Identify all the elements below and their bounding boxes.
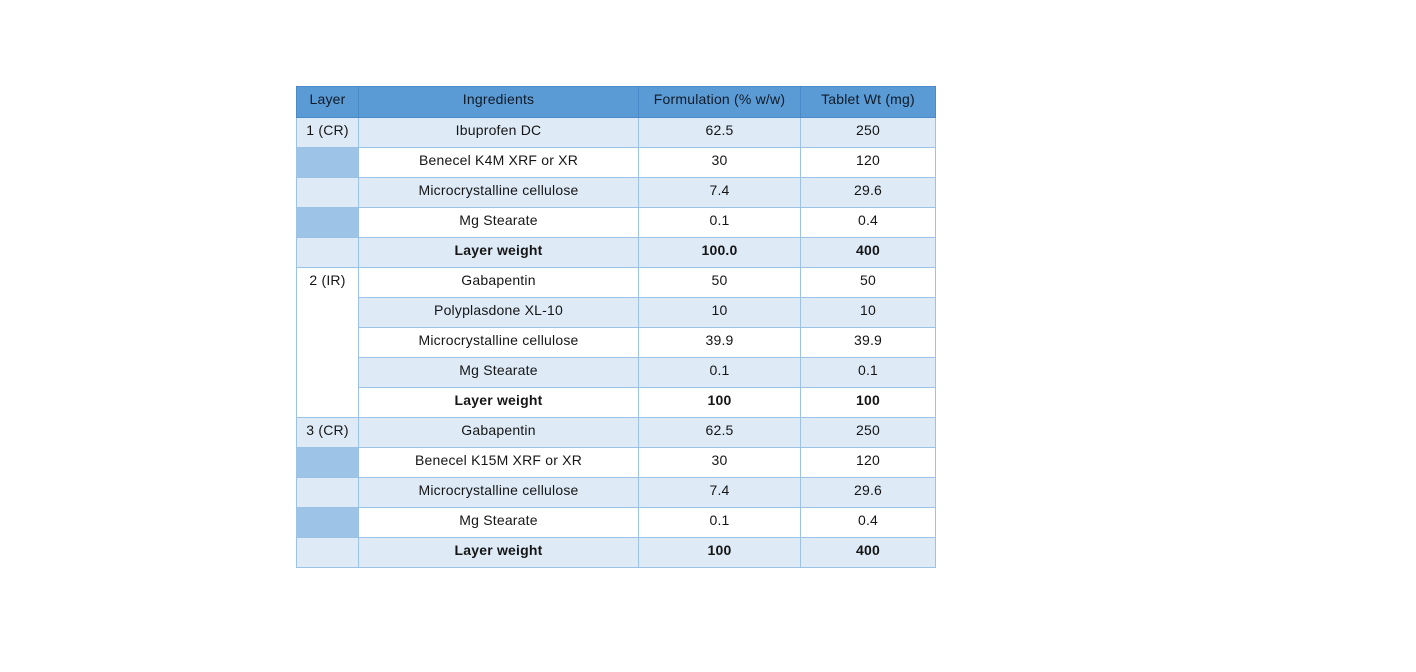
layer-cell <box>296 177 359 208</box>
layer-cell <box>296 147 359 178</box>
tablet-wt-cell: 10 <box>800 297 936 328</box>
formulation-cell: 100 <box>638 537 801 568</box>
ingredient-cell: Mg Stearate <box>358 507 639 538</box>
header-cell-tablet-wt: Tablet Wt (mg) <box>800 86 936 118</box>
tablet-wt-cell: 50 <box>800 267 936 298</box>
formulation-table: Layer Ingredients Formulation (% w/w) Ta… <box>296 86 936 568</box>
table-row: Mg Stearate 0.1 0.4 <box>296 507 936 538</box>
tablet-wt-cell: 29.6 <box>800 477 936 508</box>
header-cell-ingredients: Ingredients <box>358 86 639 118</box>
table-row: Microcrystalline cellulose 7.4 29.6 <box>296 477 936 508</box>
table-row: 1 (CR) Ibuprofen DC 62.5 250 <box>296 117 936 148</box>
table-row: 3 (CR) Gabapentin 62.5 250 <box>296 417 936 448</box>
header-row: Layer Ingredients Formulation (% w/w) Ta… <box>296 86 936 118</box>
layer-cell: 1 (CR) <box>296 117 359 148</box>
tablet-wt-cell: 400 <box>800 537 936 568</box>
formulation-cell: 0.1 <box>638 357 801 388</box>
formulation-cell: 50 <box>638 267 801 298</box>
layer-cell <box>296 537 359 568</box>
formulation-cell: 0.1 <box>638 507 801 538</box>
ingredient-cell: Mg Stearate <box>358 357 639 388</box>
tablet-wt-cell: 0.1 <box>800 357 936 388</box>
layer-cell <box>296 477 359 508</box>
ingredient-cell: Polyplasdone XL-10 <box>358 297 639 328</box>
layer-cell <box>296 447 359 478</box>
ingredient-cell: Ibuprofen DC <box>358 117 639 148</box>
formulation-cell: 100.0 <box>638 237 801 268</box>
formulation-cell: 30 <box>638 447 801 478</box>
formulation-cell: 30 <box>638 147 801 178</box>
ingredient-cell: Benecel K4M XRF or XR <box>358 147 639 178</box>
table-row: Benecel K4M XRF or XR 30 120 <box>296 147 936 178</box>
ingredient-cell: Microcrystalline cellulose <box>358 177 639 208</box>
formulation-cell: 62.5 <box>638 117 801 148</box>
formulation-cell: 7.4 <box>638 477 801 508</box>
layer-cell <box>296 207 359 238</box>
formulation-cell: 7.4 <box>638 177 801 208</box>
ingredient-cell: Layer weight <box>358 537 639 568</box>
header-cell-formulation: Formulation (% w/w) <box>638 86 801 118</box>
tablet-wt-cell: 29.6 <box>800 177 936 208</box>
ingredient-cell: Mg Stearate <box>358 207 639 238</box>
layer-total-row: Layer weight 100 100 <box>297 387 936 418</box>
layer-total-row: Layer weight 100.0 400 <box>296 237 936 268</box>
tablet-wt-cell: 250 <box>800 417 936 448</box>
formulation-cell: 10 <box>638 297 801 328</box>
tablet-wt-cell: 0.4 <box>800 507 936 538</box>
ingredient-cell: Microcrystalline cellulose <box>358 327 639 358</box>
layer-cell: 2 (IR) <box>296 267 359 418</box>
ingredient-cell: Microcrystalline cellulose <box>358 477 639 508</box>
layer-cell <box>296 507 359 538</box>
formulation-cell: 0.1 <box>638 207 801 238</box>
table-row: Microcrystalline cellulose 39.9 39.9 <box>297 327 936 358</box>
table-row: Mg Stearate 0.1 0.4 <box>296 207 936 238</box>
layer-cell <box>296 237 359 268</box>
tablet-wt-cell: 120 <box>800 447 936 478</box>
ingredient-cell: Benecel K15M XRF or XR <box>358 447 639 478</box>
ingredient-cell: Gabapentin <box>358 267 639 298</box>
formulation-cell: 39.9 <box>638 327 801 358</box>
table-row: Microcrystalline cellulose 7.4 29.6 <box>296 177 936 208</box>
layer-total-row: Layer weight 100 400 <box>296 537 936 568</box>
header-cell-layer: Layer <box>296 86 359 118</box>
formulation-cell: 62.5 <box>638 417 801 448</box>
tablet-wt-cell: 250 <box>800 117 936 148</box>
table-row: Benecel K15M XRF or XR 30 120 <box>296 447 936 478</box>
formulation-cell: 100 <box>638 387 801 418</box>
tablet-wt-cell: 100 <box>800 387 936 418</box>
ingredient-cell: Gabapentin <box>358 417 639 448</box>
tablet-wt-cell: 39.9 <box>800 327 936 358</box>
layer-cell: 3 (CR) <box>296 417 359 448</box>
formulation-table-container: Layer Ingredients Formulation (% w/w) Ta… <box>296 86 936 568</box>
table-row: 2 (IR) Gabapentin 50 50 <box>296 267 936 418</box>
table-row: Mg Stearate 0.1 0.1 <box>297 357 936 388</box>
table-row: Polyplasdone XL-10 10 10 <box>297 297 936 328</box>
ingredient-cell: Layer weight <box>358 237 639 268</box>
tablet-wt-cell: 120 <box>800 147 936 178</box>
tablet-wt-cell: 0.4 <box>800 207 936 238</box>
tablet-wt-cell: 400 <box>800 237 936 268</box>
ingredient-cell: Layer weight <box>358 387 639 418</box>
